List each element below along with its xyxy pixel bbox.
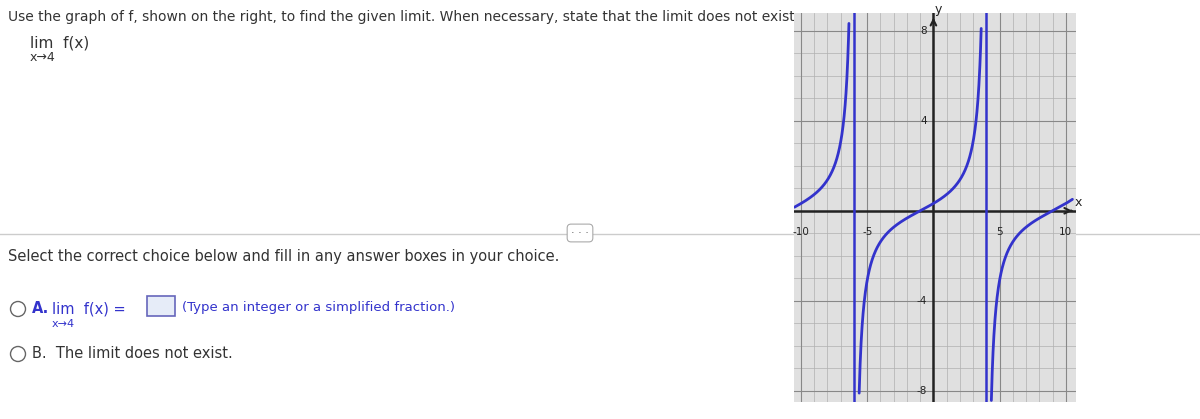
Text: lim  f(x): lim f(x) — [30, 36, 89, 51]
Text: x→4: x→4 — [52, 319, 76, 329]
Text: (Type an integer or a simplified fraction.): (Type an integer or a simplified fractio… — [182, 301, 455, 314]
Text: 5: 5 — [996, 227, 1003, 237]
Text: -8: -8 — [917, 386, 926, 396]
Text: x: x — [1075, 197, 1082, 210]
Text: Select the correct choice below and fill in any answer boxes in your choice.: Select the correct choice below and fill… — [8, 249, 559, 264]
FancyBboxPatch shape — [148, 296, 175, 316]
Text: y: y — [935, 3, 942, 16]
Text: -5: -5 — [862, 227, 872, 237]
Text: -10: -10 — [792, 227, 810, 237]
Text: Use the graph of f, shown on the right, to find the given limit. When necessary,: Use the graph of f, shown on the right, … — [8, 10, 799, 24]
Text: · · ·: · · · — [571, 228, 589, 238]
Text: A.: A. — [32, 301, 49, 316]
Text: x→4: x→4 — [30, 51, 55, 64]
Text: 4: 4 — [920, 116, 926, 126]
Text: 8: 8 — [920, 26, 926, 36]
Text: -4: -4 — [917, 296, 926, 306]
Text: B.  The limit does not exist.: B. The limit does not exist. — [32, 346, 233, 361]
Text: 10: 10 — [1060, 227, 1073, 237]
Text: lim  f(x) =: lim f(x) = — [52, 301, 126, 316]
